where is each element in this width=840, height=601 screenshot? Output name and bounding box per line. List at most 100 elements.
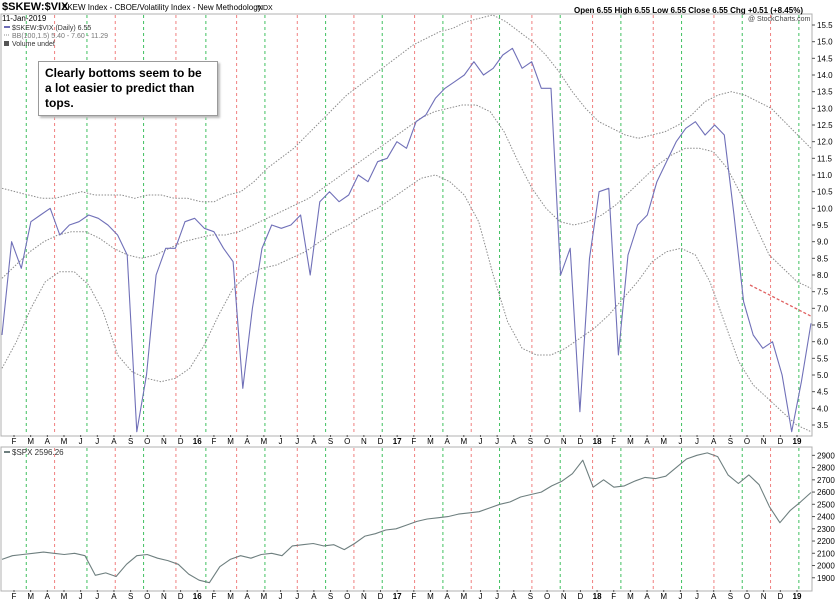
x-tick-label: J xyxy=(478,437,482,446)
x-tick-label: A xyxy=(644,592,650,601)
x-tick-label: S xyxy=(328,437,333,446)
x-tick-label: O xyxy=(144,592,150,601)
annotation-note: Clearly bottoms seem to be a lot easier … xyxy=(38,61,218,116)
y-tick-label: 7.5 xyxy=(817,288,829,297)
y-tick-label: 2600 xyxy=(817,488,835,497)
x-tick-label: S xyxy=(728,592,733,601)
x-tick-label: J xyxy=(495,437,499,446)
x-tick-label: J xyxy=(678,592,682,601)
x-tick-label: F xyxy=(12,437,17,446)
x-tick-label: M xyxy=(227,592,234,601)
x-tick-label: N xyxy=(561,592,567,601)
y-tick-label: 14.0 xyxy=(817,71,833,80)
x-tick-label: M xyxy=(261,592,268,601)
x-tick-label: J xyxy=(95,592,99,601)
y-tick-label: 7.0 xyxy=(817,304,829,313)
x-axis-top: F M A M J J A S O N D 16 F M A M J J A S O N D 17 F M A M J J A S O N D 18 F… xyxy=(12,435,802,446)
x-tick-label: F xyxy=(611,437,616,446)
x-tick-label: N xyxy=(761,437,767,446)
y-tick-label: 4.0 xyxy=(817,404,829,413)
x-tick-label: O xyxy=(144,437,150,446)
x-tick-label: M xyxy=(427,592,434,601)
y-tick-label: 2700 xyxy=(817,476,835,485)
x-tick-label: A xyxy=(45,592,51,601)
bollinger-band-upper xyxy=(1,14,812,203)
x-tick-label: O xyxy=(744,592,750,601)
bollinger-bands xyxy=(1,14,812,433)
x-tick-label: J xyxy=(79,592,83,601)
x-tick-label: A xyxy=(245,437,251,446)
x-tick-label: O xyxy=(544,592,550,601)
bottom-panel-frame xyxy=(0,446,813,592)
y-tick-label: 4.5 xyxy=(817,388,829,397)
x-tick-label: D xyxy=(777,592,783,601)
x-tick-label: D xyxy=(378,592,384,601)
ohlc-readout: Open 6.55 High 6.55 Low 6.55 Close 6.55 … xyxy=(574,6,803,15)
x-tick-label: J xyxy=(79,437,83,446)
x-tick-label: J xyxy=(678,437,682,446)
y-tick-label: 8.0 xyxy=(817,271,829,280)
x-tick-label: O xyxy=(744,437,750,446)
y-tick-label: 13.0 xyxy=(817,104,833,113)
x-tick-label: D xyxy=(578,592,584,601)
x-tick-label: F xyxy=(211,437,216,446)
x-tick-label: A xyxy=(45,437,51,446)
x-tick-label: J xyxy=(495,592,499,601)
x-tick-label: N xyxy=(161,437,167,446)
y-tick-label: 12.5 xyxy=(817,121,833,130)
x-tick-label: D xyxy=(578,437,584,446)
x-tick-label: J xyxy=(695,592,699,601)
x-tick-label: 19 xyxy=(793,592,802,601)
y-tick-label: 3.5 xyxy=(817,421,829,430)
x-tick-label: A xyxy=(245,592,251,601)
x-tick-label: A xyxy=(311,437,317,446)
legend-swatch-volume xyxy=(4,41,9,46)
x-tick-label: J xyxy=(279,592,283,601)
x-tick-label: F xyxy=(411,592,416,601)
x-tick-label: A xyxy=(644,437,650,446)
x-tick-label: A xyxy=(444,437,450,446)
x-tick-label: S xyxy=(728,437,733,446)
chart-symbol: $SKEW:$VIX xyxy=(2,1,69,13)
y-tick-label: 9.5 xyxy=(817,221,829,230)
y-tick-label: 8.5 xyxy=(817,254,829,263)
x-tick-label: J xyxy=(295,592,299,601)
x-tick-label: M xyxy=(627,592,634,601)
x-tick-label: M xyxy=(460,592,467,601)
cycle-lines-top xyxy=(25,15,800,435)
chart-exchange: INDX xyxy=(256,5,273,12)
x-tick-label: D xyxy=(178,592,184,601)
y-axis-top: 3.5 4.0 4.5 5.0 5.5 6.0 6.5 7.0 7.5 8.0 8.5 9.0 9.5 1… xyxy=(812,21,833,430)
legend-volume: Volume undef xyxy=(12,41,55,48)
y-tick-label: 12.0 xyxy=(817,138,833,147)
x-tick-label: 16 xyxy=(193,592,202,601)
skew-vix-series xyxy=(1,47,812,433)
x-tick-label: A xyxy=(711,592,717,601)
x-tick-label: N xyxy=(161,592,167,601)
y-tick-label: 14.5 xyxy=(817,54,833,63)
x-tick-label: A xyxy=(444,592,450,601)
x-tick-label: A xyxy=(511,437,517,446)
x-tick-label: J xyxy=(279,437,283,446)
y-tick-label: 11.5 xyxy=(817,154,833,163)
bollinger-band-lower xyxy=(1,174,812,433)
x-tick-label: S xyxy=(328,592,333,601)
y-tick-label: 10.0 xyxy=(817,204,833,213)
x-tick-label: N xyxy=(561,437,567,446)
y-tick-label: 2500 xyxy=(817,500,835,509)
x-tick-label: M xyxy=(27,437,34,446)
x-tick-label: M xyxy=(427,437,434,446)
y-tick-label: 6.0 xyxy=(817,338,829,347)
y-tick-label: 6.5 xyxy=(817,321,829,330)
x-tick-label: M xyxy=(27,592,34,601)
y-tick-label: 13.5 xyxy=(817,88,833,97)
x-tick-label: S xyxy=(128,437,133,446)
x-tick-label: A xyxy=(311,592,317,601)
y-axis-bottom: 1900 2000 2100 2200 2300 2400 2500 2600 2700 2800… xyxy=(812,451,835,583)
spx-line xyxy=(1,452,812,584)
y-tick-label: 5.5 xyxy=(817,354,829,363)
x-tick-label: S xyxy=(528,592,533,601)
x-tick-label: 19 xyxy=(793,437,802,446)
x-tick-label: J xyxy=(478,592,482,601)
